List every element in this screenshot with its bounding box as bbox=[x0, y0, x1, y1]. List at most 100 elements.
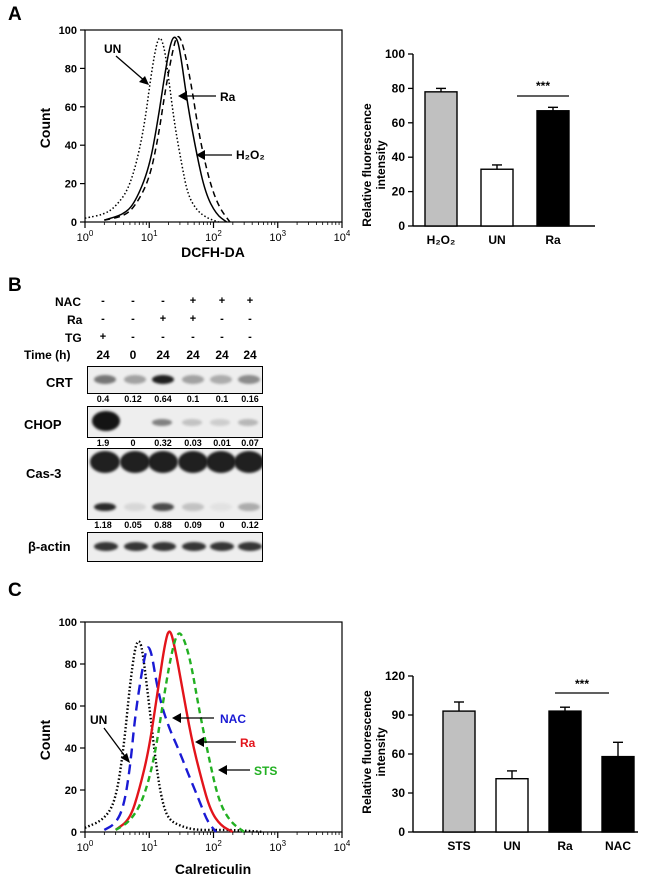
y-tick-label: 40 bbox=[65, 743, 77, 755]
h2o2-arrow-label: H₂O₂ bbox=[236, 148, 265, 162]
x-tick-label: 103 bbox=[269, 839, 286, 854]
y-tick-label: 0 bbox=[398, 825, 405, 839]
chop-quant-lane-4: 0.03 bbox=[184, 438, 202, 448]
y-tick-label: 20 bbox=[65, 179, 77, 191]
x-tick-label: 104 bbox=[334, 839, 350, 854]
blot-band bbox=[152, 375, 174, 384]
nac-lane-3: - bbox=[161, 295, 165, 307]
y-tick-label: 60 bbox=[65, 701, 77, 713]
panel-a-histogram: Count DCFH-DA 0 20 40 60 80 100 100 101 102 103 10… bbox=[37, 25, 350, 260]
x-tick-label: 101 bbox=[141, 229, 158, 244]
blot-band bbox=[94, 542, 118, 551]
blot-label-actin: β-actin bbox=[28, 539, 71, 554]
y-tick-label: 120 bbox=[385, 669, 405, 683]
chop-quant-lane-3: 0.32 bbox=[154, 438, 172, 448]
blot-band bbox=[238, 419, 258, 426]
time-lane-6: 24 bbox=[243, 348, 257, 362]
sts-arrow-label: STS bbox=[254, 764, 277, 778]
tg-lane-2: - bbox=[131, 331, 135, 343]
x-tick-label: UN bbox=[488, 233, 505, 247]
y-tick-label: 20 bbox=[65, 785, 77, 797]
blot-band bbox=[92, 411, 120, 431]
tg-lane-5: - bbox=[220, 331, 224, 343]
blot-band bbox=[234, 451, 262, 473]
blot-band bbox=[94, 503, 116, 511]
actin-blot bbox=[87, 532, 263, 562]
blot-band bbox=[206, 451, 236, 473]
histogram-series-un bbox=[84, 640, 264, 834]
y-tick-label: 20 bbox=[392, 185, 406, 199]
blot-label-cas3: Cas-3 bbox=[26, 466, 62, 481]
blot-band bbox=[238, 375, 260, 384]
bar-h2o2 bbox=[424, 91, 458, 227]
x-tick-label: 102 bbox=[205, 229, 222, 244]
ra-arrow-label: Ra bbox=[240, 736, 256, 750]
nac-lane-6: + bbox=[246, 295, 254, 307]
y-axis-label: Count bbox=[37, 107, 53, 148]
x-tick-label: 101 bbox=[141, 839, 158, 854]
crt-quant-lane-5: 0.1 bbox=[215, 394, 229, 404]
un-arrow-label: UN bbox=[104, 42, 121, 56]
significance-marker: *** bbox=[575, 677, 589, 691]
sts-arrow bbox=[218, 765, 250, 775]
y-tick-label: 40 bbox=[65, 140, 77, 152]
tg-lane-6: - bbox=[248, 331, 252, 343]
crt-quant-lane-3: 0.64 bbox=[154, 394, 172, 404]
x-tick-label: Ra bbox=[545, 233, 561, 247]
ra-arrow bbox=[195, 737, 236, 747]
bar-un bbox=[480, 168, 514, 227]
x-tick-label: 104 bbox=[334, 229, 350, 244]
chop-quant-lane-6: 0.07 bbox=[241, 438, 259, 448]
ra-lane-6: - bbox=[248, 313, 252, 325]
nac-lane-5: + bbox=[218, 295, 226, 307]
ra-arrow bbox=[178, 91, 216, 101]
y-tick-label: 100 bbox=[59, 617, 77, 629]
blot-label-crt: CRT bbox=[46, 375, 73, 390]
blot-band bbox=[152, 542, 176, 551]
crt-quant-lane-1: 0.4 bbox=[96, 394, 110, 404]
y-axis-label-line1: Relative fluorescence bbox=[360, 103, 374, 227]
time-lane-4: 24 bbox=[186, 348, 200, 362]
chop-quant-lane-5: 0.01 bbox=[213, 438, 231, 448]
cas3-quant-lane-3: 0.88 bbox=[154, 520, 172, 530]
y-axis-label-line2: intensity bbox=[374, 140, 388, 190]
blot-band bbox=[210, 419, 230, 426]
chop-quant-lane-2: 0 bbox=[130, 438, 136, 448]
x-tick-label: STS bbox=[447, 839, 470, 853]
crt-blot bbox=[87, 366, 263, 394]
tg-lane-4: - bbox=[191, 331, 195, 343]
blot-band bbox=[182, 503, 204, 511]
blot-band bbox=[238, 503, 260, 511]
crt-quant-lane-4: 0.1 bbox=[186, 394, 200, 404]
row-label-time: Time (h) bbox=[24, 348, 71, 362]
y-tick-label: 0 bbox=[398, 219, 405, 233]
histogram-series-ra bbox=[104, 36, 228, 223]
row-label-nac: NAC bbox=[55, 295, 81, 309]
crt-quant-lane-6: 0.16 bbox=[241, 394, 259, 404]
blot-band bbox=[152, 503, 174, 511]
blot-band bbox=[120, 451, 150, 473]
y-tick-label: 30 bbox=[392, 786, 406, 800]
panel-label-c: C bbox=[8, 580, 22, 601]
histogram-series-sts bbox=[115, 632, 245, 833]
un-arrow bbox=[115, 55, 149, 85]
x-tick-label: UN bbox=[503, 839, 520, 853]
chop-quant-lane-1: 1.9 bbox=[96, 438, 110, 448]
blot-band bbox=[178, 451, 208, 473]
panel-label-b: B bbox=[8, 275, 22, 296]
ra-lane-2: - bbox=[131, 313, 135, 325]
ra-lane-5: - bbox=[220, 313, 224, 325]
bar-sts bbox=[442, 710, 476, 833]
panel-label-a: A bbox=[8, 4, 22, 25]
y-tick-label: 0 bbox=[71, 217, 77, 229]
y-tick-label: 60 bbox=[65, 102, 77, 114]
blot-band bbox=[124, 542, 148, 551]
nac-lane-4: + bbox=[189, 295, 197, 307]
time-lane-3: 24 bbox=[156, 348, 170, 362]
nac-arrow-label: NAC bbox=[220, 712, 246, 726]
tg-lane-1: + bbox=[99, 331, 107, 343]
panel-c-bar-chart: Relative fluorescence intensity 0 30 60 90 1… bbox=[360, 669, 638, 853]
row-label-ra: Ra bbox=[67, 313, 83, 327]
y-axis-label: Count bbox=[37, 719, 53, 760]
y-tick-label: 100 bbox=[385, 47, 405, 61]
